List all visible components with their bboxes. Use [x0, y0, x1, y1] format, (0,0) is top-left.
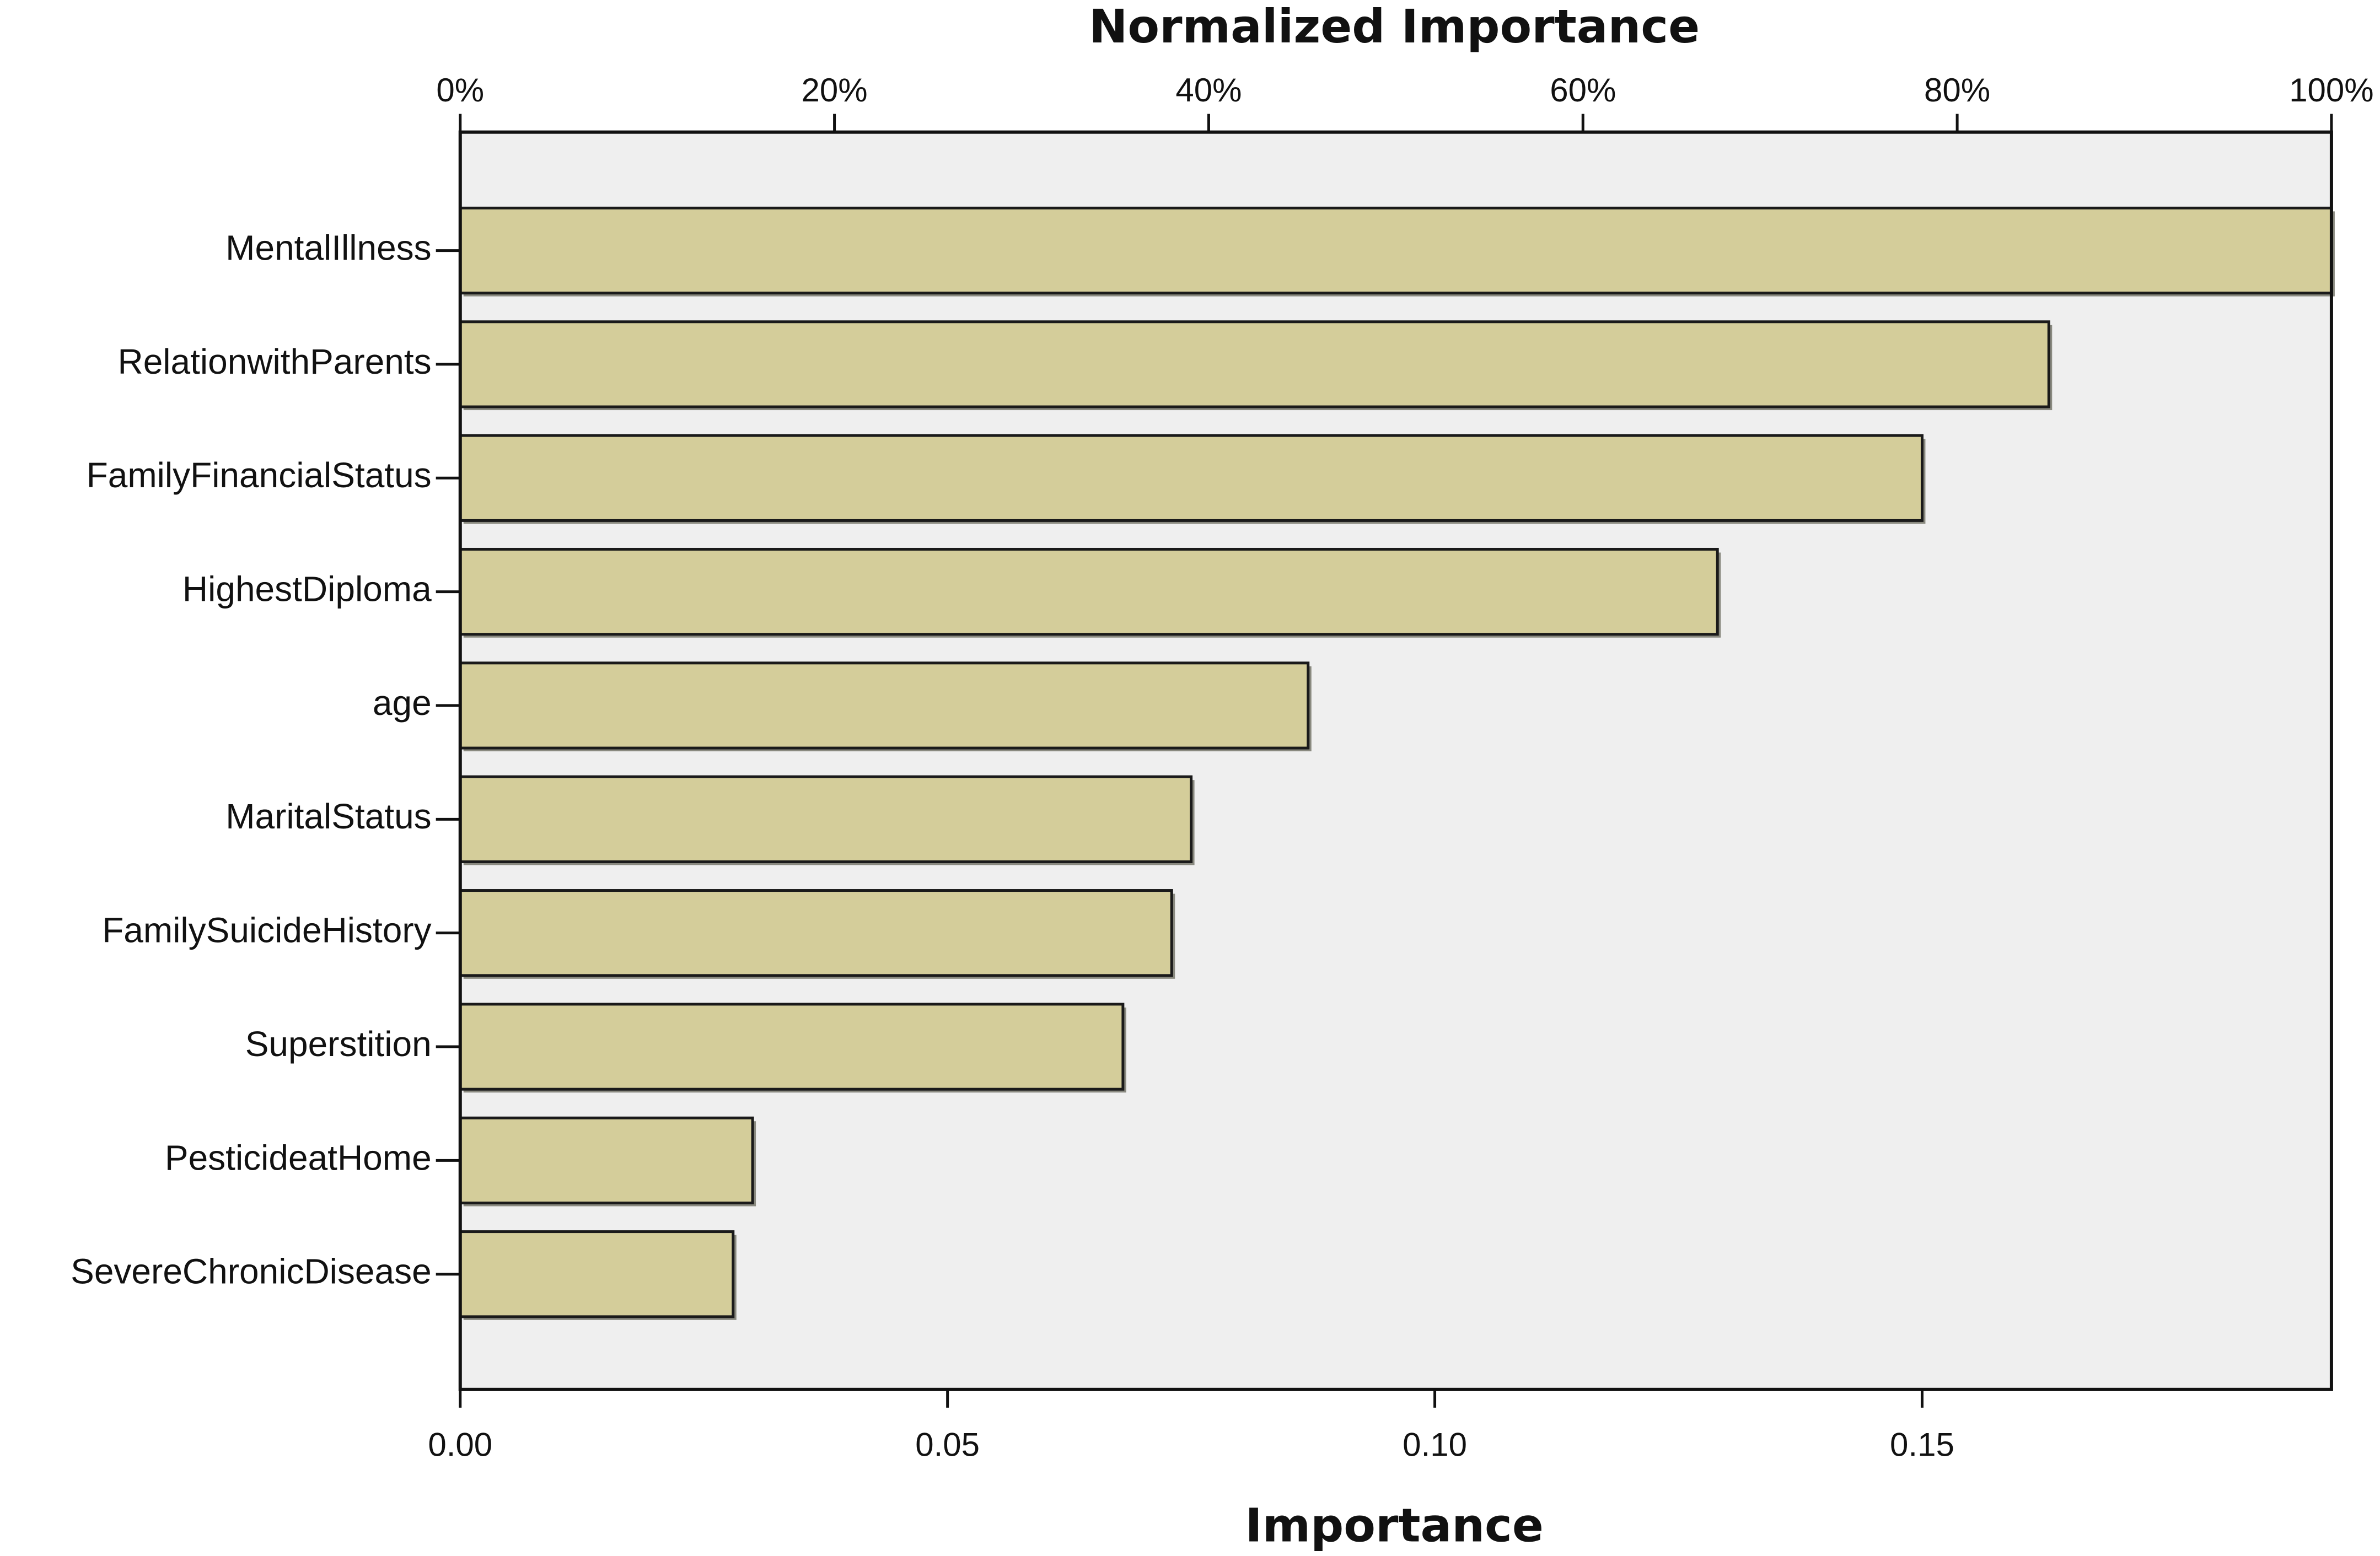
x-tick-label: 0.05 [915, 1426, 980, 1463]
plot-frame [458, 130, 2333, 1391]
bar-PesticideatHome [459, 1116, 754, 1205]
x-tick-label: 0.00 [428, 1426, 492, 1463]
bar-FamilyFinancialStatus [459, 434, 1924, 522]
category-label: FamilySuicideHistory [102, 911, 431, 950]
category-label: RelationwithParents [117, 342, 431, 381]
bar-FamilySuicideHistory [459, 889, 1173, 977]
top-tick-label: 20% [802, 72, 868, 109]
top-tick-label: 40% [1175, 72, 1242, 109]
bar-age [459, 661, 1310, 750]
chart-title: Normalized Importance [1089, 0, 1700, 53]
bar-HighestDiploma [459, 547, 1719, 636]
top-tick-label: 0% [436, 72, 484, 109]
category-label: SevereChronicDisease [71, 1252, 432, 1291]
top-tick-label: 60% [1550, 72, 1616, 109]
bar-RelationwithParents [459, 320, 2050, 408]
top-tick-label: 100% [2289, 72, 2373, 109]
x-tick-label: 0.15 [1890, 1426, 1954, 1463]
bar-MentalIllness [459, 206, 2333, 295]
x-tick-label: 0.10 [1403, 1426, 1467, 1463]
category-label: FamilyFinancialStatus [87, 455, 432, 495]
category-label: Superstition [245, 1024, 432, 1064]
category-label: HighestDiploma [182, 569, 432, 609]
category-label: age [373, 683, 432, 723]
category-label: MentalIllness [225, 228, 432, 267]
bar-MaritalStatus [459, 775, 1193, 863]
top-tick-label: 80% [1924, 72, 1990, 109]
x-axis-title: Importance [1245, 1498, 1543, 1552]
bar-SevereChronicDisease [459, 1230, 735, 1318]
bar-Superstition [459, 1003, 1125, 1091]
category-label: MaritalStatus [225, 796, 431, 836]
category-label: PesticideatHome [165, 1138, 432, 1177]
